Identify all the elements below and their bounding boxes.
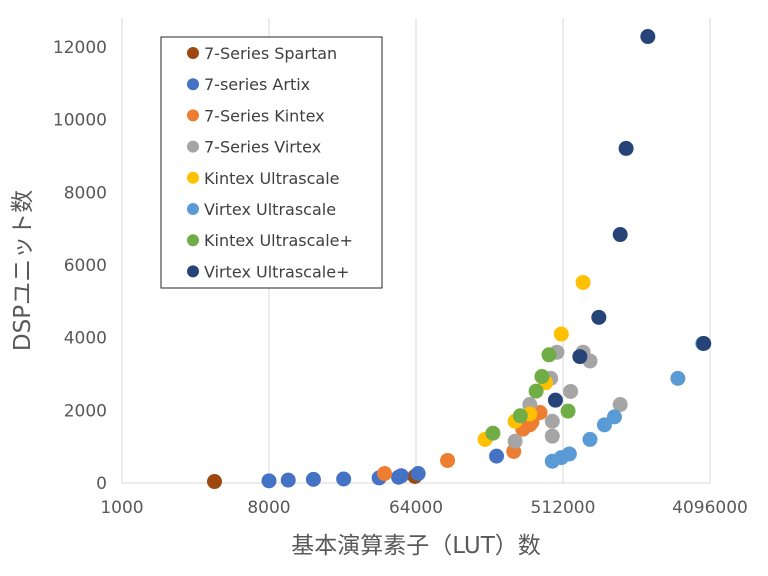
data-point bbox=[261, 473, 277, 489]
data-point bbox=[596, 417, 612, 433]
legend-item: 7-series Artix bbox=[187, 75, 310, 94]
data-point bbox=[528, 383, 544, 399]
x-tick-label: 4096000 bbox=[672, 498, 748, 518]
data-point bbox=[280, 472, 296, 488]
y-axis-title: DSPユニット数 bbox=[10, 190, 36, 351]
data-point bbox=[377, 466, 393, 482]
data-point bbox=[410, 466, 426, 482]
x-tick-labels: 1000 8000 64000 512000 4096000 bbox=[100, 498, 747, 518]
data-point bbox=[561, 446, 577, 462]
legend-item: 7-Series Kintex bbox=[187, 106, 325, 125]
y-tick-label: 4000 bbox=[64, 329, 107, 349]
legend-item: Virtex Ultrascale bbox=[187, 200, 336, 219]
data-point bbox=[606, 409, 622, 425]
data-point bbox=[534, 369, 550, 385]
legend-label: 7-series Artix bbox=[204, 75, 310, 94]
data-point bbox=[582, 431, 598, 447]
data-point bbox=[563, 383, 579, 399]
data-point bbox=[575, 274, 591, 290]
data-point bbox=[612, 397, 628, 413]
legend-marker bbox=[187, 171, 199, 184]
y-tick-labels: 0 2000 4000 6000 8000 10000 12000 bbox=[53, 38, 107, 494]
data-point bbox=[547, 392, 563, 408]
series-points bbox=[485, 347, 576, 441]
legend-item: Virtex Ultrascale+ bbox=[187, 262, 349, 281]
data-point bbox=[485, 425, 501, 441]
legend-label: 7-Series Spartan bbox=[204, 44, 337, 63]
data-point bbox=[544, 428, 560, 444]
data-point bbox=[206, 474, 222, 490]
legend-marker bbox=[187, 265, 199, 278]
data-points bbox=[206, 29, 712, 490]
data-point bbox=[512, 408, 528, 424]
legend-item: Kintex Ultrascale bbox=[187, 169, 340, 188]
legend-item: Kintex Ultrascale+ bbox=[187, 231, 353, 250]
legend-label: Kintex Ultrascale+ bbox=[204, 231, 353, 250]
data-point bbox=[553, 326, 569, 342]
legend-marker bbox=[187, 140, 199, 153]
x-tick-label: 1000 bbox=[100, 498, 143, 518]
y-tick-label: 10000 bbox=[53, 111, 107, 131]
legend-label: Virtex Ultrascale bbox=[204, 200, 336, 219]
legend-marker bbox=[187, 47, 199, 59]
data-point bbox=[507, 433, 523, 449]
data-point bbox=[489, 448, 505, 464]
legend-item: 7-Series Spartan bbox=[187, 44, 337, 63]
x-tick-label: 8000 bbox=[247, 498, 290, 518]
series-points bbox=[547, 29, 712, 408]
y-tick-label: 0 bbox=[96, 474, 107, 494]
x-tick-label: 64000 bbox=[389, 498, 443, 518]
legend-marker bbox=[187, 109, 199, 122]
data-point bbox=[541, 347, 557, 363]
data-point bbox=[670, 370, 686, 386]
data-point bbox=[560, 403, 576, 419]
series-points bbox=[544, 336, 711, 469]
data-point bbox=[336, 471, 352, 487]
data-point bbox=[612, 227, 628, 243]
data-point bbox=[544, 413, 560, 429]
y-tick-label: 12000 bbox=[53, 38, 107, 58]
legend: 7-Series Spartan 7-series Artix 7-Series K… bbox=[160, 36, 383, 289]
legend-label: 7-Series Kintex bbox=[204, 106, 325, 125]
legend-marker bbox=[187, 78, 199, 91]
y-tick-label: 6000 bbox=[64, 256, 107, 276]
x-axis-title: 基本演算素子（LUT）数 bbox=[291, 533, 541, 559]
legend-label: Virtex Ultrascale+ bbox=[204, 262, 349, 281]
legend-box bbox=[160, 36, 383, 289]
y-tick-label: 8000 bbox=[64, 183, 107, 203]
y-tick-label: 2000 bbox=[64, 401, 107, 421]
legend-marker bbox=[187, 234, 199, 247]
data-point bbox=[572, 349, 588, 365]
data-point bbox=[696, 336, 712, 351]
data-point bbox=[618, 140, 634, 156]
data-point bbox=[640, 29, 656, 45]
x-tick-label: 512000 bbox=[531, 498, 596, 518]
data-point bbox=[591, 309, 607, 325]
legend-item: 7-Series Virtex bbox=[187, 138, 321, 157]
legend-marker bbox=[187, 203, 199, 215]
data-point bbox=[440, 452, 456, 468]
legend-label: 7-Series Virtex bbox=[204, 138, 321, 157]
data-point bbox=[393, 468, 409, 484]
series-points bbox=[261, 448, 505, 489]
legend-label: Kintex Ultrascale bbox=[204, 169, 340, 188]
data-point bbox=[305, 471, 321, 487]
